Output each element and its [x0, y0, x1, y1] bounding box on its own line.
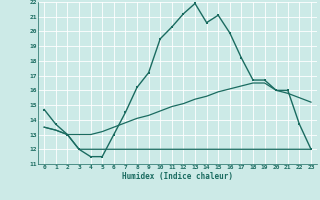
- X-axis label: Humidex (Indice chaleur): Humidex (Indice chaleur): [122, 172, 233, 181]
